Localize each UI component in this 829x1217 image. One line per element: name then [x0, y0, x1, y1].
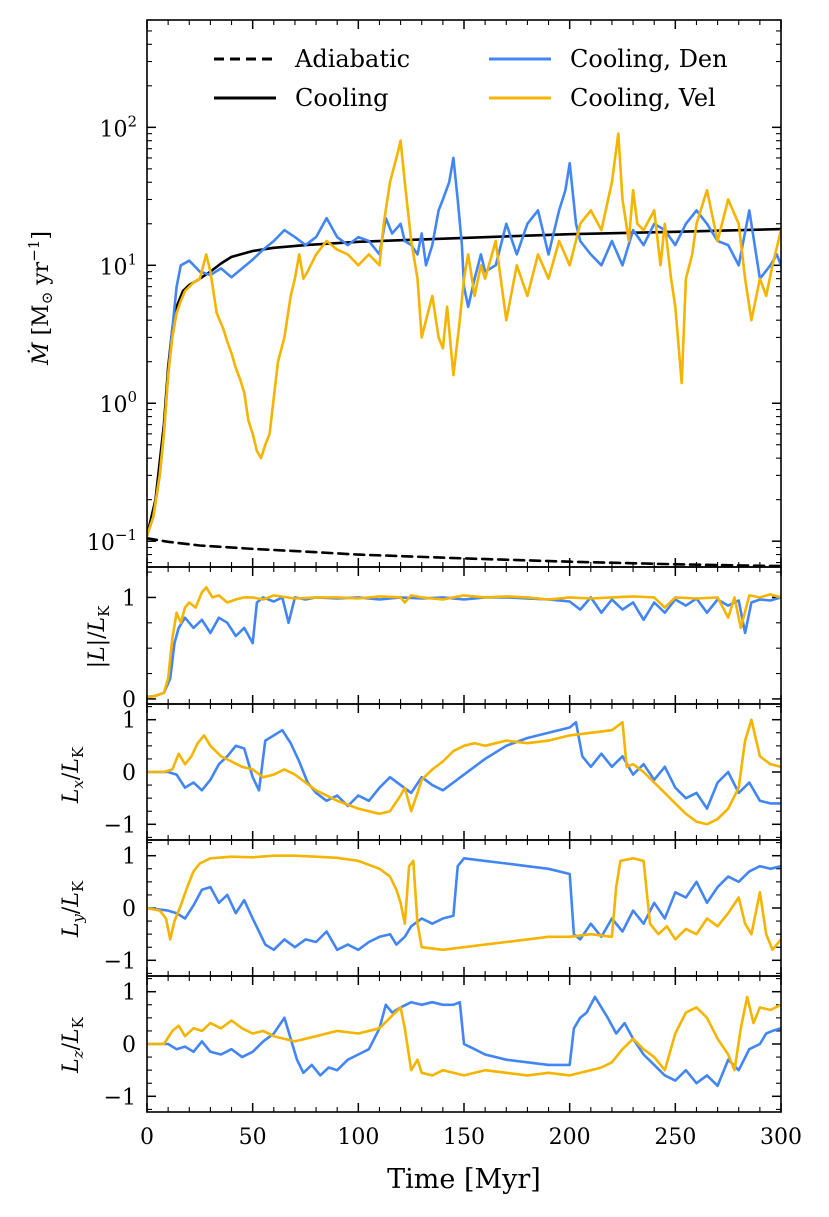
x-tick-label: 150: [443, 1125, 485, 1150]
mdot-ytick-label: 102: [99, 112, 137, 142]
ylabel-ly: Ly/LK: [59, 880, 87, 938]
mdot-series-cooling-vel: [147, 132, 781, 537]
mdot-ytick-labels: 10−1 100 101 102: [87, 112, 137, 556]
lmag-ytick-label: 0: [122, 688, 136, 713]
ylabel-mdot: Ṁ [M⊙ yr−1]: [25, 231, 56, 366]
ly-ytick-labels: −1 0 1: [104, 845, 136, 975]
ly-ticks: [146, 840, 782, 976]
legend-label-cooling: Cooling: [295, 84, 388, 112]
ly-ytick-label: 1: [122, 845, 136, 870]
panel-lmag: 01: [122, 566, 782, 713]
mdot-ytick-label: 100: [99, 388, 137, 418]
lx-series: [147, 718, 781, 826]
x-axis-label: Time [Myr]: [387, 1164, 541, 1195]
lmag-series: [147, 586, 781, 699]
x-tick-label: 0: [140, 1125, 154, 1150]
x-tick-label: 250: [654, 1125, 696, 1150]
lz-ytick-label: 1: [122, 981, 136, 1006]
panel-lx: −1 0 1: [104, 703, 782, 841]
panel-mdot: 10−1 100 101 102: [87, 19, 782, 568]
lz-ytick-labels: −1 0 1: [104, 981, 136, 1111]
mdot-ytick-label: 10−1: [87, 526, 137, 556]
lz-series: [147, 995, 781, 1088]
legend-label-adiabatic: Adiabatic: [294, 45, 410, 73]
ylabel-lz: Lz/LK: [59, 1016, 87, 1074]
mdot-series-adiabatic: [147, 537, 781, 567]
ylabel-lx: Lx/LK: [59, 746, 87, 804]
lmag-ytick-labels: 01: [122, 586, 136, 712]
mdot-ytick-label: 101: [99, 250, 137, 280]
legend: Adiabatic Cooling Cooling, Den Cooling, …: [214, 45, 728, 112]
ly-ytick-label: 0: [122, 897, 136, 922]
x-tick-label: 50: [239, 1125, 267, 1150]
lx-ytick-label: 0: [122, 761, 136, 786]
lx-series-cooling-vel: [147, 718, 781, 826]
x-tick-labels: 0 50 100 150 200 250 300: [140, 1125, 802, 1150]
lz-frame: [146, 975, 782, 1113]
x-tick-label: 300: [760, 1125, 802, 1150]
lx-ytick-labels: −1 0 1: [104, 709, 136, 839]
panel-ly: −1 0 1: [104, 839, 782, 977]
lz-series-cooling-vel: [147, 995, 781, 1077]
lmag-series-cooling-vel: [147, 586, 781, 699]
mdot-series: [147, 132, 781, 567]
ly-ytick-label: −1: [104, 949, 136, 974]
lx-ytick-label: 1: [122, 709, 136, 734]
mdot-ticks: [146, 19, 782, 567]
x-tick-label: 100: [337, 1125, 379, 1150]
ylabel-lmag: |L|/LK: [85, 605, 113, 668]
lmag-ytick-label: 1: [122, 586, 136, 611]
lx-ytick-label: −1: [104, 813, 136, 838]
lx-series-cooling-den: [147, 721, 781, 810]
ly-series-cooling-den: [147, 857, 781, 952]
legend-label-cooling-vel: Cooling, Vel: [570, 84, 716, 112]
lz-ytick-label: 0: [122, 1033, 136, 1058]
x-tick-label: 200: [549, 1125, 591, 1150]
lz-ytick-label: −1: [104, 1085, 136, 1110]
legend-label-cooling-den: Cooling, Den: [570, 45, 728, 73]
lz-series-cooling-den: [147, 995, 781, 1088]
ly-series-cooling-vel: [147, 854, 781, 952]
panel-lz: −1 0 1: [104, 975, 782, 1113]
ly-series: [147, 854, 781, 952]
